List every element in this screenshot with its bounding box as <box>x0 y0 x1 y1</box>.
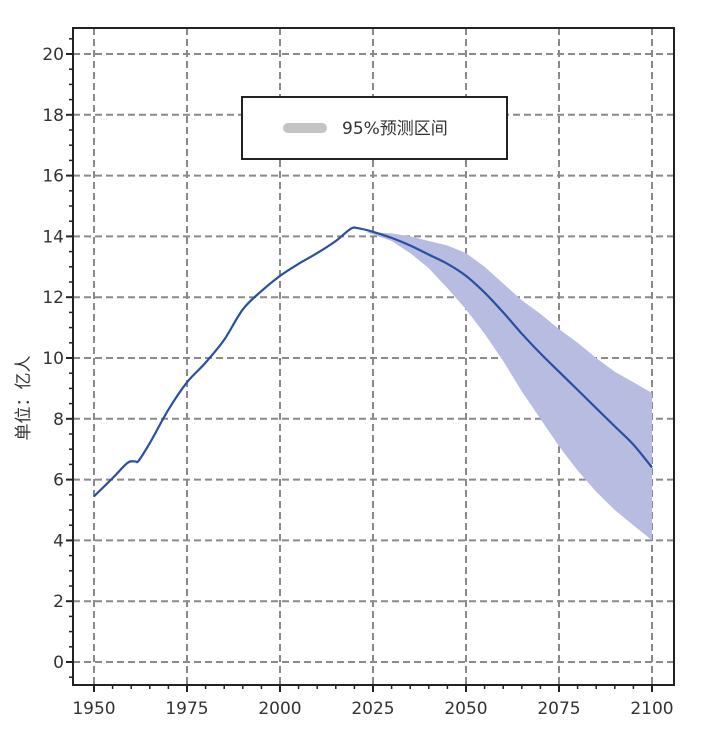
axis-ticks: 1950 1975 2000 2025 2050 2075 2100 0 2 4 6 8 10 12 14 1… <box>42 38 674 719</box>
series-line-layer <box>93 226 653 498</box>
y-tick-label: 4 <box>53 531 64 551</box>
x-tick-label: 2050 <box>444 699 487 719</box>
population-line <box>93 226 653 498</box>
prediction-band-95 <box>365 231 652 541</box>
legend: 95%预测区间 <box>241 96 508 160</box>
x-tick-label: 1950 <box>72 699 115 719</box>
x-tick-label: 1975 <box>165 699 208 719</box>
y-tick-label: 16 <box>42 167 64 187</box>
x-tick-label: 2025 <box>351 699 394 719</box>
y-tick-label: 18 <box>42 106 64 126</box>
y-tick-label: 8 <box>53 410 64 430</box>
x-tick-label: 2075 <box>537 699 580 719</box>
y-tick-label: 2 <box>53 592 64 612</box>
x-tick-label: 2000 <box>258 699 301 719</box>
y-axis-label: 单位：亿人 <box>14 356 34 441</box>
legend-label: 95%预测区间 <box>342 119 448 139</box>
y-tick-label: 20 <box>42 45 64 65</box>
y-tick-label: 12 <box>42 288 64 308</box>
prediction-band-layer <box>365 231 652 541</box>
y-tick-label: 0 <box>53 653 64 673</box>
grid <box>73 28 674 685</box>
y-tick-label: 14 <box>42 227 64 247</box>
x-tick-label: 2100 <box>630 699 673 719</box>
y-tick-label: 6 <box>53 471 64 491</box>
y-tick-label: 10 <box>42 349 64 369</box>
